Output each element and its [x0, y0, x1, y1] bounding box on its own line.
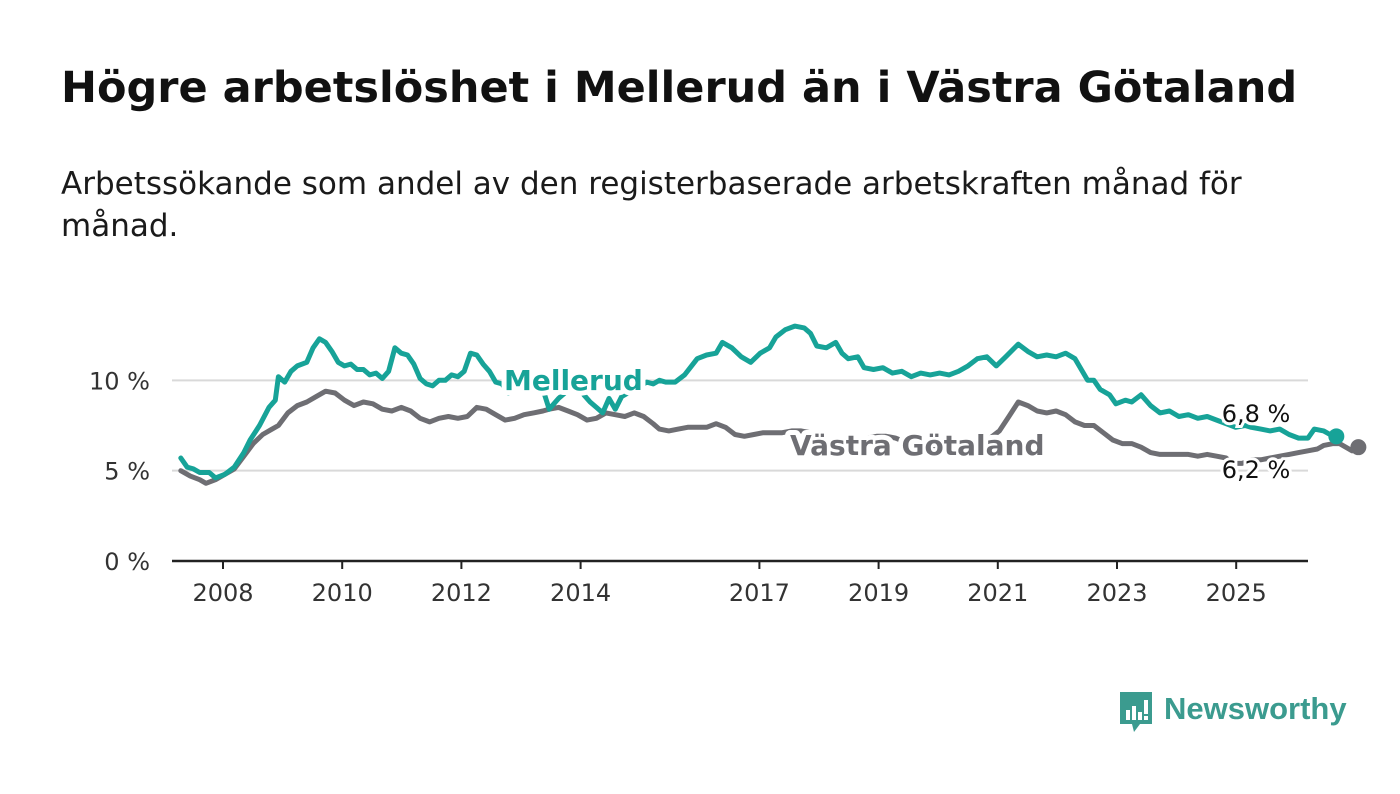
- end-value-label-v-stra-g-taland: 6,2 %: [1222, 456, 1291, 484]
- gridlines: 0 % 5 % 10 %: [89, 367, 1308, 576]
- brand-name: Newsworthy: [1164, 691, 1347, 726]
- series-line-mellerud: [178, 323, 1339, 481]
- y-tick-label: 10 %: [89, 367, 150, 395]
- x-tick-label: 2008: [192, 579, 253, 607]
- chart-subtitle: Arbetssökande som andel av den registerb…: [61, 166, 1242, 244]
- end-value-label-mellerud: 6,8 %: [1222, 400, 1291, 428]
- end-point-v-stra-g-taland: [1350, 439, 1367, 456]
- series-line-v-stra-g-taland: [178, 388, 1361, 486]
- series-label-v-stra-g-taland: Västra Götaland: [790, 429, 1045, 462]
- series-labels: Mellerud Västra Götaland: [499, 359, 1050, 467]
- x-tick-label: 2010: [312, 579, 373, 607]
- x-tick-label: 2019: [848, 579, 909, 607]
- series-label-mellerud: Mellerud: [504, 364, 643, 397]
- bar-chart-speech-bubble-icon: [1120, 692, 1152, 732]
- x-tick-label: 2017: [729, 579, 790, 607]
- x-tick-label: 2023: [1086, 579, 1147, 607]
- x-tick-label: 2014: [550, 579, 611, 607]
- x-tick-label: 2012: [431, 579, 492, 607]
- y-tick-label: 5 %: [104, 458, 150, 486]
- x-tick-label: 2025: [1206, 579, 1267, 607]
- newsworthy-logo: Newsworthy: [1118, 690, 1347, 734]
- series-lines: [178, 323, 1361, 486]
- chart-title: Högre arbetslöshet i Mellerud än i Västr…: [61, 63, 1298, 113]
- x-axis: 2008 2010 2012 2014 2017 2019 2021 2023 2025: [192, 561, 1267, 607]
- y-tick-label: 0 %: [104, 548, 150, 576]
- x-tick-label: 2021: [967, 579, 1028, 607]
- end-markers: 6,8 % 6,2 %: [1219, 397, 1367, 487]
- end-point-mellerud: [1328, 428, 1345, 445]
